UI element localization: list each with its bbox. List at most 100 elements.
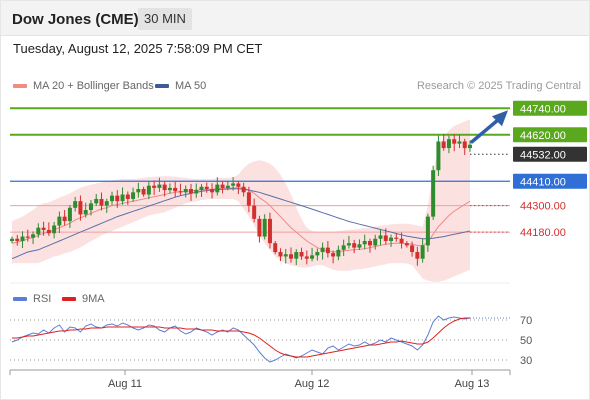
ma50-line — [11, 188, 471, 260]
level-label: 44532.00 — [520, 149, 566, 161]
projection-arrow-head — [492, 110, 508, 127]
level-tag-bg — [513, 146, 587, 162]
candle-body — [136, 189, 141, 193]
candle-body — [341, 245, 346, 250]
candle-body — [425, 216, 430, 246]
candle-body — [468, 144, 472, 149]
candle-body — [199, 186, 204, 191]
candle-body — [25, 236, 30, 238]
candle-body — [352, 243, 357, 248]
candle-body — [125, 194, 130, 199]
candle-body — [441, 141, 446, 149]
candle-body — [220, 184, 225, 188]
candle-body — [331, 253, 336, 257]
candle-body — [83, 210, 88, 215]
legend-ma9: 9MA — [62, 293, 105, 305]
candle-body — [152, 185, 157, 188]
ma50-swatch — [155, 84, 169, 89]
level-label: 44410.00 — [520, 176, 566, 188]
legend-ma9-label: 9MA — [82, 293, 105, 305]
candle-body — [373, 238, 378, 246]
candle-body — [410, 245, 415, 253]
candle-body — [67, 207, 72, 222]
candle-body — [204, 186, 209, 189]
candle-body — [183, 189, 188, 193]
candle-body — [383, 235, 388, 241]
candle-body — [278, 252, 283, 257]
candle-body — [20, 236, 25, 241]
candle-body — [162, 184, 167, 191]
candle-body — [78, 201, 83, 215]
candle-body — [246, 192, 251, 206]
candle-body — [173, 187, 178, 192]
candle-body — [452, 139, 457, 144]
legend-ma50-label: MA 50 — [175, 80, 207, 92]
candle-body — [131, 192, 136, 199]
candle-body — [399, 238, 404, 244]
candle-body — [262, 218, 267, 237]
candle-body — [10, 238, 14, 241]
x-tick-label: Aug 12 — [295, 378, 330, 390]
legend-ma20-label: MA 20 + Bollinger Bands — [33, 80, 154, 92]
candle-body — [231, 183, 236, 186]
candle-body — [394, 237, 399, 239]
legend-ma20: MA 20 + Bollinger Bands — [13, 80, 154, 92]
candle-body — [304, 256, 309, 259]
level-label: 44740.00 — [520, 103, 566, 115]
candle-body — [431, 170, 436, 217]
level-label: 44180.00 — [520, 227, 566, 239]
candle-body — [336, 249, 341, 257]
level-label: 44300.00 — [520, 201, 566, 213]
candle-body — [88, 203, 93, 211]
candle-body — [31, 234, 36, 238]
legend-rsi: RSI — [13, 293, 51, 305]
candle-body — [225, 185, 230, 188]
copyright-note: Research © 2025 Trading Central — [416, 80, 581, 92]
candle-body — [457, 141, 462, 144]
rsi-swatch — [13, 297, 27, 302]
candle-body — [104, 201, 109, 206]
candle-body — [15, 238, 20, 241]
candle-body — [110, 195, 115, 202]
candle-body — [320, 247, 325, 253]
instrument-title: Dow Jones (CME) — [12, 11, 139, 28]
candle-body — [315, 252, 320, 256]
ma9-swatch — [62, 297, 76, 302]
legend-ma50: MA 50 — [155, 80, 206, 92]
candle-body — [267, 218, 272, 244]
interval-badge[interactable]: 30 MIN — [138, 8, 192, 30]
candle-body — [310, 255, 315, 259]
candle-body — [299, 252, 304, 257]
candle-body — [420, 245, 425, 259]
candle-body — [283, 254, 288, 257]
candle-body — [194, 190, 199, 194]
level-tag-bg — [513, 173, 587, 189]
candle-body — [46, 229, 51, 234]
header-bar: Dow Jones (CME) 30 MIN — [1, 1, 589, 36]
x-tick-label: Aug 13 — [455, 378, 490, 390]
rsi-line — [11, 315, 471, 363]
projection-arrow-shaft — [470, 116, 502, 144]
rsi-ma9-line — [12, 317, 470, 358]
candle-body — [273, 243, 278, 253]
candle-body — [294, 252, 299, 259]
candle-body — [62, 216, 67, 222]
legend-rsi-label: RSI — [33, 293, 52, 305]
candle-body — [257, 218, 262, 237]
candle-body — [210, 189, 215, 193]
candle-body — [94, 198, 99, 204]
candle-body — [178, 191, 183, 193]
candle-body — [36, 227, 41, 235]
level-tag-bg — [513, 127, 587, 143]
candle-body — [120, 194, 125, 202]
candle-body — [289, 254, 294, 259]
candle-body — [188, 189, 193, 194]
rsi-tick-label: 50 — [520, 335, 532, 347]
candle-body — [252, 205, 257, 219]
candle-body — [357, 244, 362, 248]
rsi-tick-label: 70 — [520, 315, 532, 327]
candle-body — [346, 243, 351, 246]
candle-body — [389, 237, 394, 241]
ma20-line — [11, 187, 471, 253]
